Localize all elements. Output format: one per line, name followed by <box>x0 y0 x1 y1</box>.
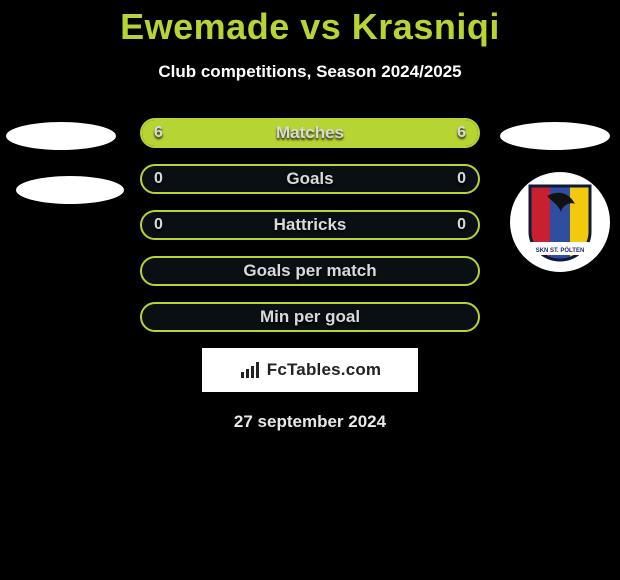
stat-label: Goals per match <box>142 261 478 281</box>
stat-label: Min per goal <box>142 307 478 327</box>
stat-value-right: 0 <box>457 170 466 188</box>
stat-value-left: 0 <box>154 170 163 188</box>
comparison-card: Ewemade vs Krasniqi Club competitions, S… <box>0 0 620 580</box>
stat-label: Hattricks <box>142 215 478 235</box>
stat-value-right: 0 <box>457 216 466 234</box>
date-line: 27 september 2024 <box>0 412 620 432</box>
bar-chart-icon <box>239 361 261 379</box>
right-club-crest: SKN ST. PÖLTEN <box>510 172 610 272</box>
player2-name: Krasniqi <box>352 6 500 47</box>
stat-row: Goals per match <box>140 256 480 286</box>
club-crest-icon: SKN ST. PÖLTEN <box>527 182 593 262</box>
right-club-mark-1 <box>500 122 610 150</box>
stat-row: Hattricks0 0 <box>140 210 480 240</box>
left-club-mark-1 <box>6 122 116 150</box>
stat-label: Goals <box>142 169 478 189</box>
vs-label: vs <box>300 6 341 47</box>
stat-row: Min per goal <box>140 302 480 332</box>
stat-value-left: 0 <box>154 216 163 234</box>
stat-value-left: 6 <box>154 124 163 142</box>
player1-name: Ewemade <box>120 6 290 47</box>
stat-value-right: 6 <box>457 124 466 142</box>
left-club-mark-2 <box>16 176 124 204</box>
svg-text:SKN ST. PÖLTEN: SKN ST. PÖLTEN <box>536 247 585 254</box>
page-title: Ewemade vs Krasniqi <box>0 6 620 48</box>
brand-box[interactable]: FcTables.com <box>202 348 418 392</box>
stat-row: Matches6 6 <box>140 118 480 148</box>
stat-row: Goals0 0 <box>140 164 480 194</box>
stat-label: Matches <box>142 123 478 143</box>
brand-text: FcTables.com <box>267 360 382 380</box>
subtitle: Club competitions, Season 2024/2025 <box>0 62 620 82</box>
